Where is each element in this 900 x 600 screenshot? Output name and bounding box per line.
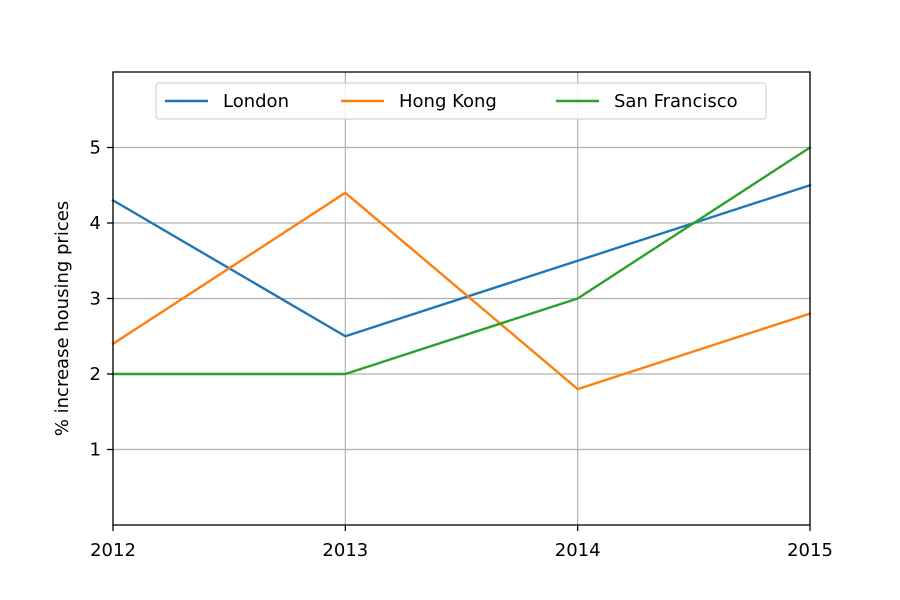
x-tick-label: 2015 — [787, 540, 833, 561]
x-tick-label: 2013 — [322, 540, 368, 561]
y-tick-label: 5 — [90, 138, 101, 159]
x-axis-ticks: 2012 2013 2014 2015 — [90, 525, 833, 561]
x-tick-label: 2012 — [90, 540, 136, 561]
y-tick-label: 4 — [90, 213, 101, 234]
series-lines — [111, 145, 812, 391]
legend-label: Hong Kong — [399, 91, 497, 112]
series-line-san-francisco — [111, 145, 812, 376]
legend: London Hong Kong San Francisco — [155, 82, 767, 120]
series-line-london — [111, 183, 812, 338]
x-tick-label: 2014 — [555, 540, 601, 561]
y-tick-label: 1 — [90, 440, 101, 461]
legend-box — [155, 82, 767, 120]
legend-label: London — [223, 91, 289, 112]
y-axis-label: % increase housing prices — [52, 201, 73, 436]
series-line-hong-kong — [111, 191, 812, 391]
y-tick-label: 3 — [90, 289, 101, 310]
y-axis-ticks: 1 2 3 4 5 — [90, 138, 113, 461]
y-tick-label: 2 — [90, 364, 101, 385]
legend-label: San Francisco — [614, 91, 738, 112]
